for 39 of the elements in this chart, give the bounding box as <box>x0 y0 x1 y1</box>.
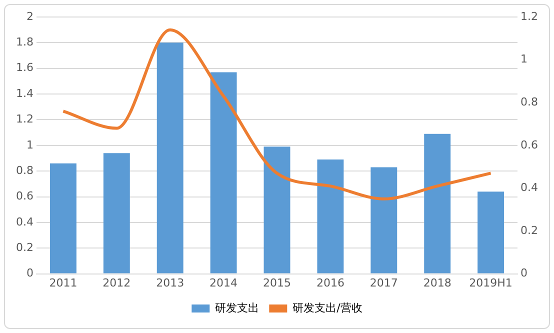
bar <box>210 72 237 274</box>
y-tick-label: 0.4 <box>16 215 34 228</box>
y-tick-label: 1.4 <box>16 86 34 100</box>
y2-tick-label: 0 <box>520 266 528 280</box>
y2-tick-label: 0.8 <box>520 95 538 108</box>
x-tick-label: 2016 <box>316 276 344 290</box>
y-tick-label: 0.8 <box>16 164 34 177</box>
y-tick-label: 1.2 <box>16 112 34 126</box>
y2-tick-label: 0.6 <box>520 138 538 152</box>
y2-tick-label: 1 <box>520 52 528 66</box>
bar <box>478 192 504 274</box>
x-tick-label: 2019H1 <box>469 276 512 290</box>
y2-tick-label: 0.2 <box>520 224 538 237</box>
x-tick-label: 2015 <box>263 276 291 290</box>
bar <box>317 160 344 274</box>
bar <box>424 134 451 274</box>
x-tick-label: 2018 <box>423 276 452 290</box>
x-tick-label: 2017 <box>370 276 398 290</box>
y-tick-label: 1.8 <box>16 36 34 49</box>
y-tick-label: 2 <box>26 10 34 23</box>
y2-tick-label: 1.2 <box>520 10 538 23</box>
y-tick-label: 1.6 <box>16 61 34 74</box>
bar <box>264 146 290 274</box>
y2-tick-label: 0.4 <box>520 181 538 194</box>
line-series <box>62 28 492 200</box>
x-tick-label: 2014 <box>210 276 238 290</box>
y-tick-label: 1 <box>26 138 34 152</box>
bar <box>103 153 130 274</box>
y-tick-label: 0.2 <box>16 240 34 254</box>
y-tick-label: 0.6 <box>16 190 34 203</box>
y-tick-label: 0 <box>26 266 34 280</box>
bar <box>50 163 76 274</box>
legend-label: 研发支出/营收 <box>292 301 362 314</box>
x-tick-label: 2012 <box>102 276 131 290</box>
x-tick-label: 2013 <box>156 276 184 290</box>
bar <box>370 167 398 274</box>
x-tick-label: 2011 <box>49 276 78 290</box>
legend-label: 研发支出 <box>215 301 260 314</box>
bar <box>156 42 184 274</box>
